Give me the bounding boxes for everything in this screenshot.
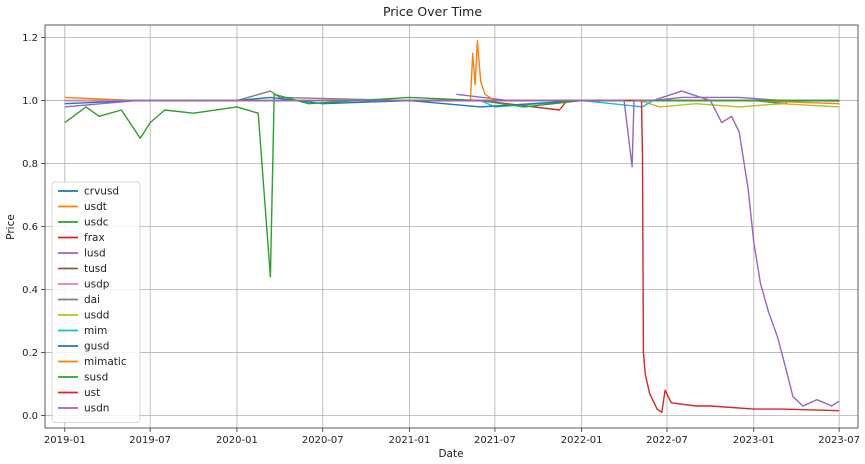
x-axis-ticks: 2019-01 2019-07 2020-01 2020-07 2021-01 2021-… [44, 428, 860, 446]
legend-label: ust [84, 387, 100, 399]
y-tick-label: 1.2 [22, 33, 38, 44]
legend-label: mim [84, 325, 107, 337]
x-tick-label: 2022-07 [646, 435, 688, 446]
series-line-usdd [639, 99, 840, 108]
y-tick-label: 1.0 [22, 96, 38, 107]
x-axis-label: Date [438, 448, 463, 460]
x-tick-label: 2023-07 [818, 435, 860, 446]
y-axis-ticks: 0.0 0.2 0.4 0.6 0.8 1.0 1.2 [22, 33, 45, 422]
legend-label: dai [84, 294, 100, 306]
legend-label: usdn [84, 403, 109, 415]
chart-title: Price Over Time [382, 4, 483, 19]
legend-label: lusd [84, 248, 106, 260]
legend-label: crvusd [84, 186, 119, 198]
x-tick-label: 2020-07 [302, 435, 344, 446]
y-tick-label: 0.2 [22, 348, 38, 359]
y-tick-label: 0.8 [22, 159, 38, 170]
x-tick-label: 2021-07 [474, 435, 516, 446]
legend-label: usdp [84, 279, 110, 291]
legend-label: susd [84, 372, 108, 384]
legend-label: mimatic [84, 356, 127, 368]
y-tick-label: 0.4 [22, 285, 38, 296]
series-line-susd [64, 93, 840, 278]
series-line-usdn [64, 90, 840, 407]
legend-label: usdc [84, 217, 109, 229]
y-tick-label: 0.6 [22, 222, 38, 233]
legend-label: usdt [84, 201, 107, 213]
x-tick-label: 2023-01 [733, 435, 775, 446]
x-tick-label: 2019-07 [129, 435, 171, 446]
x-tick-label: 2020-01 [216, 435, 258, 446]
x-tick-label: 2021-01 [389, 435, 431, 446]
legend-label: gusd [84, 341, 109, 353]
legend-label: tusd [84, 263, 107, 275]
y-tick-label: 0.0 [22, 411, 38, 422]
series-layer [64, 40, 840, 413]
legend-label: usdd [84, 310, 109, 322]
legend-label: frax [84, 232, 105, 244]
x-tick-label: 2022-01 [561, 435, 603, 446]
legend: crvusd usdt usdc frax lusd tusd usdp dai usdd mim… [51, 181, 141, 423]
x-tick-label: 2019-01 [44, 435, 86, 446]
y-axis-label: Price [5, 214, 17, 240]
